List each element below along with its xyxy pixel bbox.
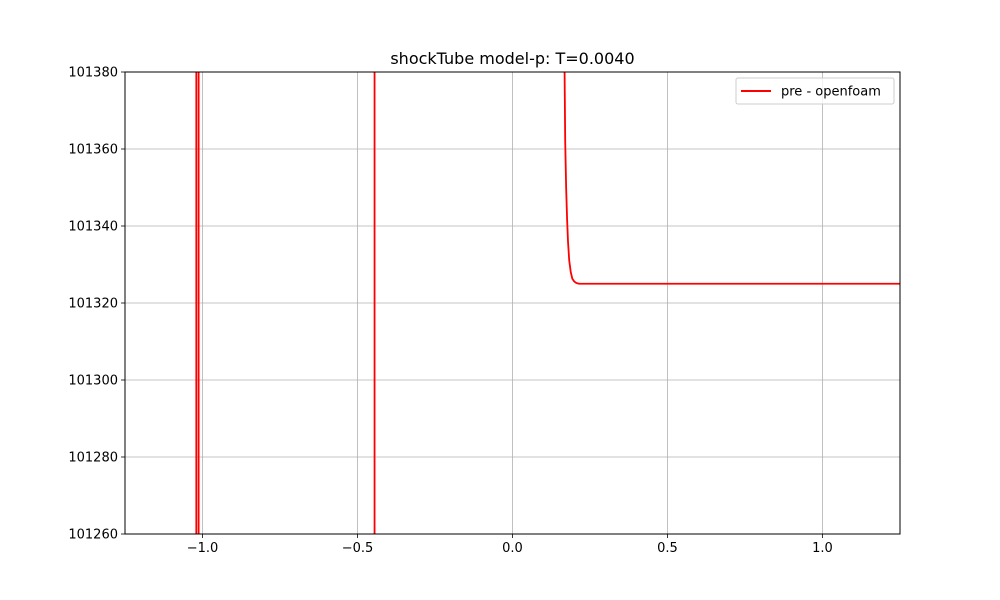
x-tick-label: 0.5 <box>657 541 678 556</box>
x-tick-label: 0.0 <box>502 541 523 556</box>
y-tick-label: 101340 <box>68 220 118 235</box>
x-tick-label: −0.5 <box>342 541 374 556</box>
series-line <box>563 72 900 285</box>
legend: pre - openfoam <box>735 77 895 105</box>
legend-box <box>735 77 895 105</box>
y-tick-label: 101380 <box>68 66 118 81</box>
chart-title: shockTube model-p: T=0.0040 <box>390 49 634 68</box>
y-tick-label: 101300 <box>68 374 118 389</box>
legend-label: pre - openfoam <box>781 85 881 100</box>
tick-layer: −1.0 −0.5 0.0 0.5 1.0 101260 101280 101300 10132… <box>68 66 832 557</box>
y-tick-label: 101260 <box>68 528 118 543</box>
x-tick-label: −1.0 <box>187 541 219 556</box>
series-layer <box>195 72 900 534</box>
y-tick-label: 101280 <box>68 451 118 466</box>
y-tick-label: 101320 <box>68 297 118 312</box>
x-tick-label: 1.0 <box>812 541 833 556</box>
y-tick-label: 101360 <box>68 143 118 158</box>
